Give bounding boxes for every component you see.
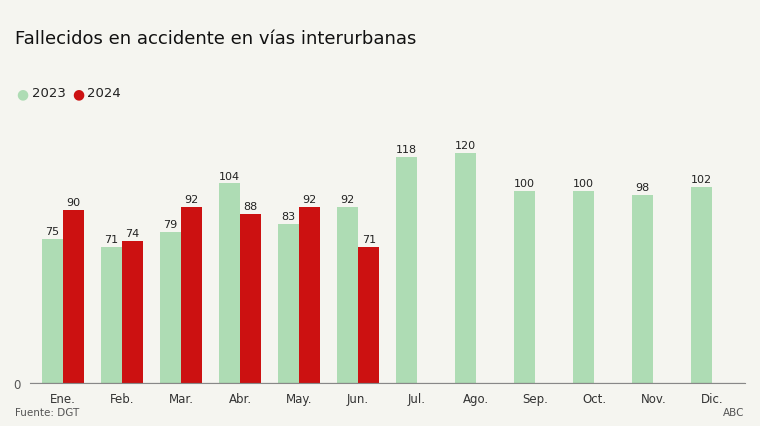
Text: 90: 90	[66, 198, 81, 208]
Bar	[573, 192, 594, 383]
Text: 104: 104	[219, 171, 240, 181]
Text: 71: 71	[104, 234, 119, 245]
Bar	[42, 239, 63, 383]
Bar	[691, 188, 712, 383]
Text: 102: 102	[691, 175, 712, 185]
Bar	[219, 184, 240, 383]
Bar	[299, 207, 320, 383]
Text: 2023: 2023	[32, 87, 66, 100]
Text: ●: ●	[17, 87, 29, 101]
Text: 88: 88	[243, 202, 258, 212]
Text: 92: 92	[340, 194, 355, 204]
Text: 98: 98	[635, 183, 650, 193]
Text: 100: 100	[514, 179, 535, 189]
Text: 118: 118	[396, 144, 417, 154]
Bar	[122, 242, 143, 383]
Bar	[160, 232, 181, 383]
Text: 120: 120	[455, 141, 476, 150]
Bar	[396, 157, 417, 383]
Bar	[455, 153, 477, 383]
Text: 71: 71	[362, 234, 375, 245]
Bar	[181, 207, 202, 383]
Bar	[240, 215, 261, 383]
Bar	[63, 211, 84, 383]
Bar	[632, 196, 654, 383]
Bar	[278, 224, 299, 383]
Text: 2024: 2024	[87, 87, 121, 100]
Text: 92: 92	[302, 194, 317, 204]
Text: 92: 92	[185, 194, 198, 204]
Text: Fuente: DGT: Fuente: DGT	[15, 407, 80, 417]
Text: ●: ●	[72, 87, 84, 101]
Text: 83: 83	[281, 211, 296, 222]
Text: 100: 100	[573, 179, 594, 189]
Text: 74: 74	[125, 229, 140, 239]
Bar	[337, 207, 358, 383]
Bar	[100, 247, 122, 383]
Bar	[514, 192, 535, 383]
Text: Fallecidos en accidente en vías interurbanas: Fallecidos en accidente en vías interurb…	[15, 30, 416, 48]
Text: 79: 79	[163, 219, 177, 229]
Bar	[358, 247, 379, 383]
Text: ABC: ABC	[724, 407, 745, 417]
Text: 75: 75	[45, 227, 59, 237]
